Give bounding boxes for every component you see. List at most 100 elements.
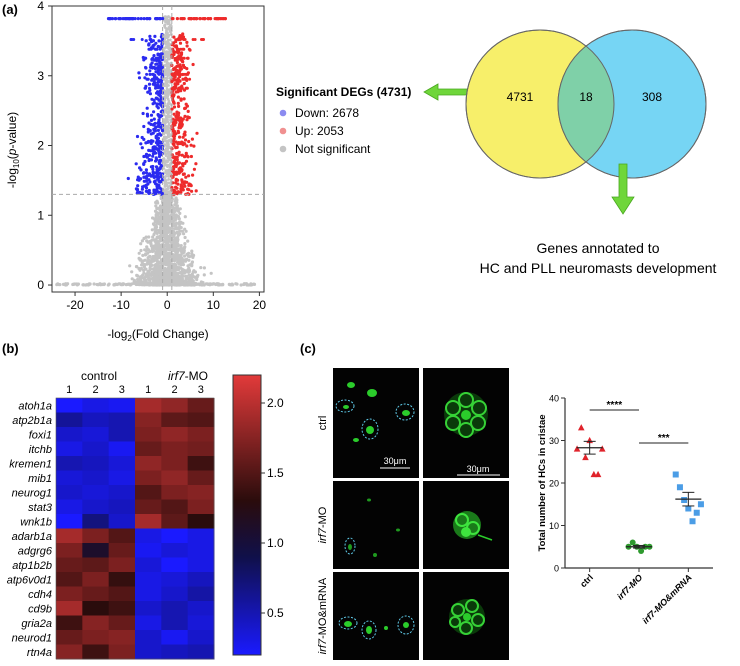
- volcano-point-down: [154, 141, 159, 145]
- dotplot-point: [676, 484, 683, 491]
- volcano-point-down: [140, 38, 144, 41]
- image-row-label-ctrl: ctrl: [317, 416, 329, 431]
- volcano-point-ns: [168, 111, 172, 114]
- heatmap-cell: [82, 644, 110, 660]
- volcano-point-ns: [142, 236, 146, 241]
- heatmap-cell: [56, 586, 83, 602]
- volcano-point-ns: [148, 268, 152, 272]
- volcano-point-ns: [153, 263, 157, 267]
- volcano-point-down: [146, 127, 150, 131]
- volcano-point-down: [149, 113, 154, 117]
- volcano-point-down: [149, 122, 153, 126]
- heatmap-row-label: atp1b2b: [12, 560, 52, 572]
- volcano-point-ns: [160, 207, 164, 211]
- volcano-point-ns: [169, 115, 173, 119]
- heatmap-cell: [56, 572, 83, 587]
- volcano-point-down: [153, 175, 157, 179]
- volcano-point-ns: [164, 64, 168, 67]
- volcano-point-ns: [139, 242, 143, 246]
- volcano-ytick-label: 1: [37, 208, 44, 222]
- volcano-point-ns: [195, 282, 199, 286]
- volcano-ytick-label: 2: [37, 139, 44, 153]
- volcano-point-up: [183, 106, 188, 110]
- volcano-point-ns: [147, 282, 151, 286]
- volcano-point-up: [178, 41, 183, 45]
- dotplot-point: [689, 518, 696, 525]
- volcano-point-ns: [166, 44, 170, 48]
- volcano-point-down: [153, 34, 157, 39]
- volcano-point-up: [173, 82, 177, 86]
- heatmap-row-label: foxi1: [29, 429, 52, 441]
- heatmap-cell: [135, 412, 162, 428]
- volcano-point-ns: [173, 258, 177, 262]
- volcano-point-up: [178, 72, 182, 76]
- heatmap-cell: [135, 644, 162, 660]
- volcano-point-up: [183, 155, 187, 159]
- volcano-point-down: [142, 175, 146, 179]
- volcano-point-up: [173, 66, 177, 70]
- volcano-point-up: [174, 50, 179, 54]
- heatmap-cell: [187, 456, 215, 471]
- volcano-point-down: [151, 39, 155, 43]
- volcano-xtick-label: -10: [112, 298, 130, 312]
- dotplot-sig-label: ***: [658, 433, 670, 444]
- dotplot-point: [681, 497, 688, 503]
- volcano-point-down: [113, 17, 117, 21]
- volcano-point-ns: [167, 201, 171, 205]
- volcano-point-up: [172, 143, 176, 147]
- heatmap-cell: [161, 412, 189, 428]
- volcano-point-up: [181, 56, 185, 60]
- volcano-point-ns: [167, 151, 171, 155]
- heatmap-cell: [56, 644, 83, 660]
- volcano-point-ns: [151, 276, 155, 280]
- heatmap-row-label: rtn4a: [27, 647, 52, 659]
- volcano-points: [55, 15, 257, 287]
- heatmap-cell: [161, 528, 189, 544]
- volcano-point-down: [145, 174, 149, 178]
- volcano-point-ns: [159, 237, 163, 241]
- volcano-point-up: [172, 160, 176, 164]
- volcano-point-down: [158, 186, 162, 190]
- heatmap-cell: [108, 485, 136, 500]
- heatmap-cell: [187, 630, 215, 645]
- heatmap-column-label: 1: [66, 384, 72, 396]
- dotplot-point: [594, 470, 602, 478]
- volcano-point-up: [186, 72, 190, 76]
- volcano-point-up: [183, 184, 187, 188]
- dotplot-point: [672, 471, 679, 478]
- volcano-point-up: [223, 17, 227, 21]
- volcano-point-ns: [154, 214, 158, 219]
- heatmap-cell: [82, 528, 110, 544]
- volcano-point-up: [172, 132, 176, 136]
- volcano-point-down: [150, 77, 154, 81]
- dotplot-xtick-label: irf7-MO: [615, 572, 644, 601]
- heatmap-row-label: kremen1: [9, 458, 52, 470]
- volcano-point-ns: [165, 16, 169, 19]
- volcano-point-ns: [168, 63, 171, 66]
- volcano-point-up: [176, 95, 180, 99]
- heatmap-cell: [161, 427, 189, 442]
- heatmap-cell: [56, 456, 83, 471]
- volcano-point-down: [142, 17, 146, 21]
- volcano-point-ns: [164, 153, 168, 156]
- volcano-point-down: [149, 141, 153, 145]
- volcano-point-ns: [152, 269, 156, 273]
- volcano-point-ns: [171, 282, 175, 286]
- volcano-point-ns: [178, 220, 182, 224]
- dotplot-ytick-label: 30: [549, 436, 559, 446]
- volcano-point-down: [154, 156, 158, 160]
- dotplot-point: [685, 505, 692, 512]
- volcano-point-ns: [168, 146, 172, 150]
- volcano-point-ns: [140, 263, 144, 267]
- volcano-point-up: [185, 154, 189, 158]
- volcano-point-ns: [209, 271, 213, 275]
- volcano-point-ns: [168, 282, 172, 286]
- volcano-point-ns: [167, 68, 171, 71]
- image-mrna-left: [333, 572, 419, 660]
- volcano-point-down: [158, 166, 162, 170]
- volcano-point-ns: [179, 255, 183, 259]
- heatmap-cell: [161, 615, 189, 631]
- volcano-point-up: [170, 72, 174, 76]
- dotplot-point: [697, 501, 704, 508]
- heatmap-cell: [108, 528, 136, 544]
